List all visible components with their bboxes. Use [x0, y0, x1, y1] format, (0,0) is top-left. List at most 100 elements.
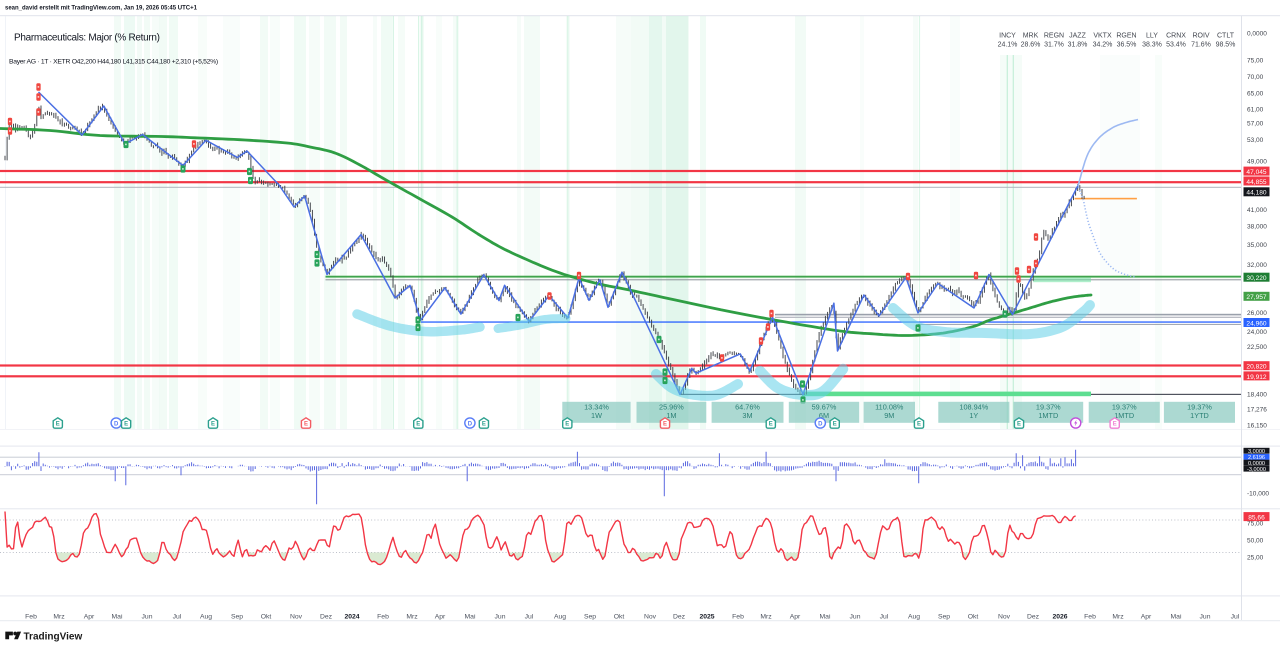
svg-text:0,0000: 0,0000 — [1247, 30, 1267, 37]
svg-text:98.5%: 98.5% — [1216, 42, 1236, 49]
svg-text:Feb: Feb — [25, 614, 37, 621]
svg-text:70,00: 70,00 — [1247, 74, 1264, 81]
svg-text:31.7%: 31.7% — [1044, 42, 1064, 49]
svg-text:75,00: 75,00 — [1247, 58, 1264, 65]
svg-text:75,00: 75,00 — [1247, 521, 1264, 528]
svg-text:Jul: Jul — [1231, 614, 1240, 621]
svg-text:Apr: Apr — [790, 614, 801, 621]
svg-text:LLY: LLY — [1146, 32, 1158, 39]
svg-text:41,000: 41,000 — [1247, 207, 1267, 214]
svg-text:24.1%: 24.1% — [998, 42, 1018, 49]
svg-text:31.8%: 31.8% — [1068, 42, 1088, 49]
svg-text:1MTD: 1MTD — [1114, 411, 1134, 420]
svg-text:E: E — [304, 422, 308, 428]
svg-text:Pharmaceuticals: Major (% Retu: Pharmaceuticals: Major (% Return) — [14, 33, 160, 44]
svg-text:9M: 9M — [884, 411, 894, 420]
svg-text:47,045: 47,045 — [1246, 169, 1267, 176]
svg-text:E: E — [56, 422, 60, 428]
svg-text:Okt: Okt — [261, 614, 272, 621]
svg-text:27,957: 27,957 — [1246, 294, 1267, 301]
svg-text:Jun: Jun — [495, 614, 506, 621]
svg-text:INCY: INCY — [999, 32, 1016, 39]
svg-text:CRNX: CRNX — [1166, 32, 1186, 39]
svg-text:TradingView: TradingView — [24, 632, 83, 643]
svg-text:Jun: Jun — [1200, 614, 1211, 621]
svg-text:24,000: 24,000 — [1247, 329, 1267, 336]
svg-text:Aug: Aug — [554, 614, 566, 621]
svg-text:49,000: 49,000 — [1247, 159, 1267, 166]
svg-text:53.4%: 53.4% — [1166, 42, 1186, 49]
svg-text:Bayer AG · 1T · XETR O42,200 H: Bayer AG · 1T · XETR O42,200 H44,180 L41… — [9, 59, 218, 66]
svg-text:3M: 3M — [742, 411, 752, 420]
svg-text:18,400: 18,400 — [1247, 392, 1267, 399]
svg-text:CTLT: CTLT — [1217, 32, 1235, 39]
svg-text:44,855: 44,855 — [1246, 179, 1267, 186]
svg-text:Apr: Apr — [435, 614, 446, 621]
svg-text:25,00: 25,00 — [1247, 554, 1264, 561]
svg-text:0,0000: 0,0000 — [1248, 461, 1265, 467]
svg-text:E: E — [917, 422, 921, 428]
svg-text:Mai: Mai — [820, 614, 831, 621]
svg-text:Nov: Nov — [998, 614, 1011, 621]
svg-text:85,66: 85,66 — [1248, 515, 1265, 522]
svg-text:Dez: Dez — [1027, 614, 1040, 621]
svg-text:Feb: Feb — [377, 614, 389, 621]
svg-text:64.76%: 64.76% — [735, 402, 760, 411]
svg-text:Jul: Jul — [525, 614, 534, 621]
svg-text:36.5%: 36.5% — [1117, 42, 1137, 49]
svg-text:D: D — [818, 421, 823, 427]
svg-text:D: D — [468, 421, 473, 427]
svg-text:Mai: Mai — [465, 614, 476, 621]
svg-text:50,00: 50,00 — [1247, 537, 1264, 544]
svg-text:65,00: 65,00 — [1247, 91, 1264, 98]
svg-text:17,276: 17,276 — [1247, 407, 1267, 414]
svg-text:E: E — [565, 422, 569, 428]
svg-text:19.37%: 19.37% — [1187, 402, 1212, 411]
svg-text:MRK: MRK — [1023, 32, 1039, 39]
svg-text:44,180: 44,180 — [1246, 190, 1267, 197]
svg-text:RGEN: RGEN — [1116, 32, 1136, 39]
svg-text:E: E — [769, 422, 773, 428]
svg-text:13.34%: 13.34% — [584, 402, 609, 411]
svg-text:ROIV: ROIV — [1192, 32, 1209, 39]
svg-text:38.3%: 38.3% — [1142, 42, 1162, 49]
svg-text:E: E — [1113, 422, 1117, 428]
svg-text:2025: 2025 — [699, 614, 714, 621]
svg-text:57,00: 57,00 — [1247, 121, 1264, 128]
svg-text:sean_david erstellt mit Tradin: sean_david erstellt mit TradingView.com,… — [5, 6, 198, 12]
svg-text:Apr: Apr — [84, 614, 95, 621]
svg-text:28.6%: 28.6% — [1021, 42, 1041, 49]
svg-text:Mrz: Mrz — [1112, 614, 1124, 621]
svg-text:REGN: REGN — [1044, 32, 1064, 39]
svg-text:Sep: Sep — [938, 614, 950, 621]
svg-text:19.37%: 19.37% — [1112, 402, 1137, 411]
svg-text:Jun: Jun — [850, 614, 861, 621]
svg-text:26,000: 26,000 — [1247, 310, 1267, 317]
svg-text:E: E — [1017, 422, 1021, 428]
svg-text:Mrz: Mrz — [53, 614, 65, 621]
svg-text:Nov: Nov — [644, 614, 657, 621]
svg-text:71.6%: 71.6% — [1191, 42, 1211, 49]
svg-text:53,00: 53,00 — [1247, 137, 1264, 144]
svg-text:Apr: Apr — [1141, 614, 1152, 621]
svg-text:32,000: 32,000 — [1247, 262, 1267, 269]
svg-text:24,960: 24,960 — [1246, 320, 1267, 327]
svg-text:2,6196: 2,6196 — [1248, 455, 1265, 461]
svg-text:Feb: Feb — [732, 614, 744, 621]
svg-text:110.08%: 110.08% — [875, 402, 904, 411]
svg-text:1YTD: 1YTD — [1190, 411, 1209, 420]
svg-text:Mrz: Mrz — [406, 614, 418, 621]
svg-text:-3,0000: -3,0000 — [1247, 467, 1266, 473]
svg-text:VKTX: VKTX — [1093, 32, 1112, 39]
svg-text:30,220: 30,220 — [1246, 275, 1267, 282]
svg-text:2024: 2024 — [344, 614, 359, 621]
svg-text:35,000: 35,000 — [1247, 242, 1267, 249]
svg-text:E: E — [482, 422, 486, 428]
svg-text:6M: 6M — [819, 411, 829, 420]
svg-text:Sep: Sep — [231, 614, 243, 621]
svg-text:2026: 2026 — [1052, 614, 1067, 621]
svg-text:1Y: 1Y — [969, 411, 978, 420]
svg-text:61,00: 61,00 — [1247, 106, 1264, 113]
svg-text:E: E — [663, 422, 667, 428]
svg-text:3,0000: 3,0000 — [1248, 449, 1265, 455]
